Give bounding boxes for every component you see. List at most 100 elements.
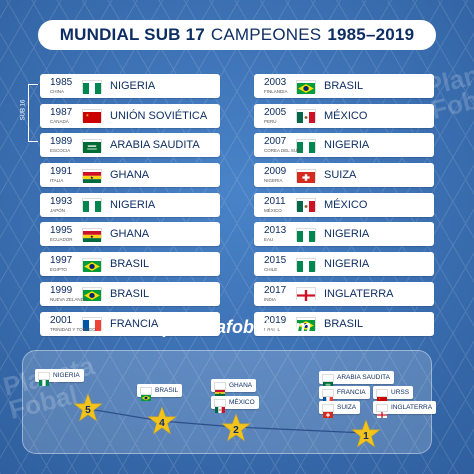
champion-name: MÉXICO xyxy=(324,109,368,122)
year-cell: 1997 EGIPTO xyxy=(40,252,82,276)
champion-row: 1987 CANADÁ ★ UNIÓN SOVIÉTICA xyxy=(40,103,220,128)
year-cell: 2007 COREA DEL SUR xyxy=(254,133,300,157)
nigeria-flag-icon xyxy=(82,79,102,94)
champion-row: 2007 COREA DEL SUR NIGERIA xyxy=(254,133,434,158)
host-country: BRASIL xyxy=(264,326,281,332)
swiss-flag-icon xyxy=(322,403,334,418)
champions-column-left: 1985 CHINA NIGERIA 1987 CANADÁ ★ UNIÓN SOVIÉTI… xyxy=(40,74,220,341)
host-country: CHINA xyxy=(50,89,65,94)
svg-text:4: 4 xyxy=(159,418,165,429)
ranking-team-tag: ARABIA SAUDITA xyxy=(319,371,394,388)
champion-name: GHANA xyxy=(110,169,150,182)
nigeria-flag-icon xyxy=(296,227,316,242)
svg-text:★: ★ xyxy=(90,175,94,180)
champion-row: 2001 TRINIDAD Y TOBAGO FRANCIA xyxy=(40,311,220,336)
year: 2011 xyxy=(264,195,286,207)
host-country: EAU xyxy=(264,237,274,243)
year: 1989 xyxy=(50,136,73,148)
champion-name: NIGERIA xyxy=(324,258,370,271)
host-country: JAPÓN xyxy=(50,207,66,213)
champion-row: 1991 ITALIA ★ GHANA xyxy=(40,163,220,188)
ranking-team-tag: INGLATERRA xyxy=(373,401,437,418)
nigeria-flag-icon xyxy=(38,371,50,386)
year: 1995 xyxy=(50,225,73,237)
year-cell: 2009 NIGERIA xyxy=(254,163,296,187)
champion-row: 1993 JAPÓN NIGERIA xyxy=(40,192,220,217)
brazil-flag-icon xyxy=(82,287,102,302)
year-cell: 1999 NUEVA ZELANDA xyxy=(40,282,87,306)
ranking-team-name: GHANA xyxy=(229,382,253,389)
svg-text:5: 5 xyxy=(85,405,91,416)
champions-column-right: 2003 FINLANDIA BRASIL 2005 PERÚ MÉXICO 2007 COR… xyxy=(254,74,434,341)
swiss-flag-icon xyxy=(296,168,316,183)
year: 2003 xyxy=(264,77,287,88)
year-cell: 2013 EAU xyxy=(254,222,296,246)
year-cell: 1991 ITALIA xyxy=(40,163,82,187)
ranking-team-name: NIGERIA xyxy=(53,372,80,379)
champion-name: FRANCIA xyxy=(110,317,159,330)
champion-name: BRASIL xyxy=(110,258,150,271)
saudi-flag-icon xyxy=(322,373,334,388)
champion-row: 1989 ESCOCIA ARABIA SAUDITA xyxy=(40,133,220,158)
champion-row: 2009 NIGERIA SUIZA xyxy=(254,163,434,188)
year: 2009 xyxy=(264,166,287,178)
host-country: CHILE xyxy=(264,267,278,273)
champion-name: BRASIL xyxy=(324,80,364,92)
host-country: COREA DEL SUR xyxy=(264,148,301,154)
ranking-team-tag: NIGERIA xyxy=(35,369,84,386)
svg-text:★: ★ xyxy=(85,113,89,118)
ranking-panel: 5 NIGERIA 4 BRASIL 2 ★ GHANA MÉXICO 1 ARABIA SAUD… xyxy=(22,350,437,454)
champion-name: SUIZA xyxy=(324,169,357,182)
host-country: MÉXICO xyxy=(264,207,282,213)
mexico-flag-icon xyxy=(296,109,316,124)
ranking-team-name: BRASIL xyxy=(155,387,179,394)
ghana-flag-icon: ★ xyxy=(214,381,226,396)
host-country: TRINIDAD Y TOBAGO xyxy=(50,326,96,332)
champion-row: 2015 CHILE NIGERIA xyxy=(254,252,434,277)
champion-row: 1985 CHINA NIGERIA xyxy=(40,74,220,98)
svg-text:1: 1 xyxy=(363,431,369,442)
champion-row: 2003 FINLANDIA BRASIL xyxy=(254,74,434,98)
nigeria-flag-icon xyxy=(82,198,102,213)
ranking-team-tag: BRASIL xyxy=(137,384,183,401)
champion-row: 2011 MÉXICO MÉXICO xyxy=(254,192,434,217)
ranking-team-tag: FRANCIA xyxy=(319,386,370,403)
svg-text:2: 2 xyxy=(233,425,239,436)
star-4-icon: 4 xyxy=(147,406,177,436)
champion-name: MÉXICO xyxy=(324,198,368,211)
nigeria-flag-icon xyxy=(296,138,316,153)
star-2-icon: 2 xyxy=(221,413,251,443)
host-country: FINLANDIA xyxy=(264,89,288,94)
ussr-flag-icon: ★ xyxy=(376,388,388,403)
champion-row: 2013 EAU NIGERIA xyxy=(254,222,434,247)
brazil-flag-icon xyxy=(296,79,316,94)
year-cell: 1985 CHINA xyxy=(40,74,82,98)
title-bold-1: MUNDIAL SUB 17 xyxy=(59,25,205,44)
england-flag-icon xyxy=(296,287,316,302)
host-country: ITALIA xyxy=(50,178,64,184)
year-cell: 2019 BRASIL xyxy=(254,312,296,336)
year: 2019 xyxy=(264,314,287,326)
year-cell: 1989 ESCOCIA xyxy=(40,133,82,157)
year: 1987 xyxy=(50,106,73,118)
champion-name: NIGERIA xyxy=(110,80,156,92)
champion-row: 2005 PERÚ MÉXICO xyxy=(254,103,434,128)
star-1-icon: 1 xyxy=(351,419,381,449)
brazil-flag-icon xyxy=(82,257,102,272)
year: 2001 xyxy=(50,314,73,326)
champion-row: 1999 NUEVA ZELANDA BRASIL xyxy=(40,281,220,306)
mexico-flag-icon xyxy=(214,398,226,413)
france-flag-icon xyxy=(82,317,102,331)
host-country: EGIPTO xyxy=(50,267,67,273)
brand-logo-text: planetafobal.com xyxy=(162,317,312,337)
sub16-bracket: SUB 16 xyxy=(20,84,38,142)
ghana-flag-icon: ★ xyxy=(82,168,102,183)
champion-name: ARABIA SAUDITA xyxy=(110,139,200,152)
year-cell: 2011 MÉXICO xyxy=(254,193,296,217)
year-cell: 2015 CHILE xyxy=(254,252,296,276)
champion-name: NIGERIA xyxy=(324,228,370,241)
host-country: PERÚ xyxy=(264,118,277,124)
champion-row: 2019 BRASIL BRASIL xyxy=(254,311,434,336)
brazil-flag-icon xyxy=(140,386,152,401)
sub16-label: SUB 16 xyxy=(20,99,27,121)
